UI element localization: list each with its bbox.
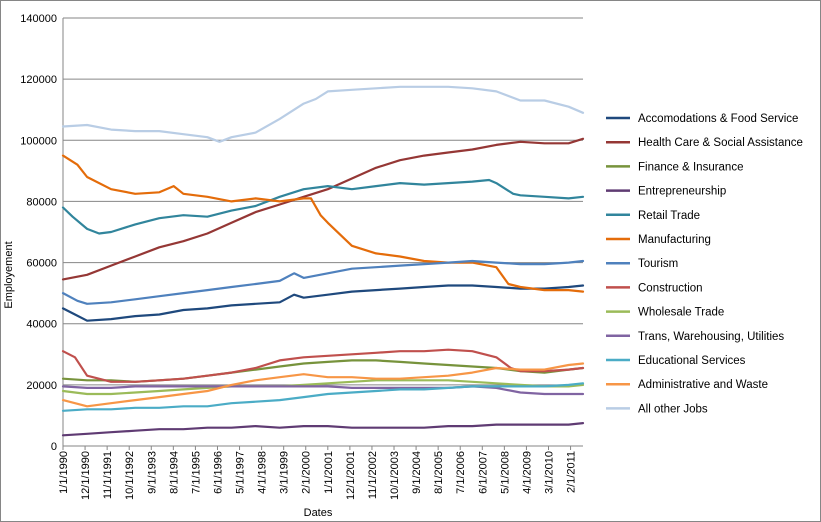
legend-label: Trans, Warehousing, Utilities [638,331,784,343]
x-tick-label: 3/1/1999 [279,451,291,494]
legend-label: Manufacturing [638,234,711,246]
legend-label: Entrepreneurship [638,186,726,198]
series-line-2 [61,137,585,281]
x-tick-label: 4/1/2009 [521,451,533,494]
x-tick-label: 10/1/2003 [389,451,401,500]
y-tick-label: 120000 [20,74,57,86]
legend-label: Educational Services [638,355,746,367]
legend-label: Tourism [638,258,678,270]
x-tick-label: 11/1/1991 [102,451,114,499]
series-line-6 [61,154,585,293]
legend-label: Retail Trade [638,210,700,222]
series-line-4 [61,422,585,437]
series-lines [61,85,585,437]
x-tick-label: 1/1/2001 [323,451,335,494]
legend-label: Finance & Insurance [638,161,743,173]
legend-label: Construction [638,282,703,294]
x-tick-label: 5/1/1997 [235,451,247,494]
x-tick-label: 4/1/1998 [257,451,269,494]
x-tick-label: 6/1/2007 [477,451,489,494]
x-tick-label: 8/1/1994 [168,451,180,494]
x-tick-label: 10/1/1992 [124,451,136,500]
legend-label: Health Care & Social Assistance [638,137,803,149]
x-tick-label: 12/1/2001 [345,451,357,500]
y-tick-label: 20000 [26,380,57,392]
series-line-13 [61,85,585,143]
axes [62,18,583,450]
x-tick-label: 2/1/2000 [301,451,313,494]
y-tick-label: 140000 [20,13,57,25]
series-line-11 [61,382,585,412]
y-tick-label: 60000 [26,258,57,270]
legend-label: Accomodations & Food Service [638,113,798,125]
legend-label: All other Jobs [638,403,708,415]
series-line-7 [61,259,585,305]
series-line-9 [61,379,585,396]
x-tick-label: 1/1/1990 [58,451,70,494]
series-line-1 [61,284,585,322]
x-tick-label: 6/1/1996 [212,451,224,494]
legend-label: Administrative and Waste [638,379,768,391]
y-tick-label: 40000 [26,319,57,331]
series-line-12 [61,362,585,408]
series-line-10 [61,385,585,396]
x-axis-title: Dates [304,507,333,519]
x-tick-labels: 1/1/1990 12/1/1990 11/1/1991 10/1/1992 9/1/1… [58,451,578,500]
legend: Accomodations & Food Service Health Care … [606,113,803,415]
x-tick-label: 5/1/2008 [499,451,511,494]
x-tick-label: 2/1/2011 [566,451,578,493]
legend-label: Wholesale Trade [638,307,724,319]
x-tick-label: 7/1/1995 [190,451,202,494]
x-tick-label: 12/1/1990 [80,451,92,500]
y-tick-label: 80000 [26,196,57,208]
x-tick-label: 7/1/2006 [455,451,467,494]
x-tick-label: 3/1/2010 [543,451,555,494]
y-axis-title: Employement [3,241,15,308]
y-tick-label: 100000 [20,135,57,147]
y-tick-label: 0 [51,441,57,453]
x-tick-label: 11/1/2002 [367,451,379,499]
x-tick-label: 9/1/1993 [146,451,158,494]
y-tick-labels: 0 20000 40000 60000 80000 100000 120000 140000 [20,13,57,453]
x-tick-label: 9/1/2004 [411,451,423,494]
gridlines [63,17,583,386]
x-tick-label: 8/1/2005 [433,451,445,494]
series-line-5 [61,178,585,235]
